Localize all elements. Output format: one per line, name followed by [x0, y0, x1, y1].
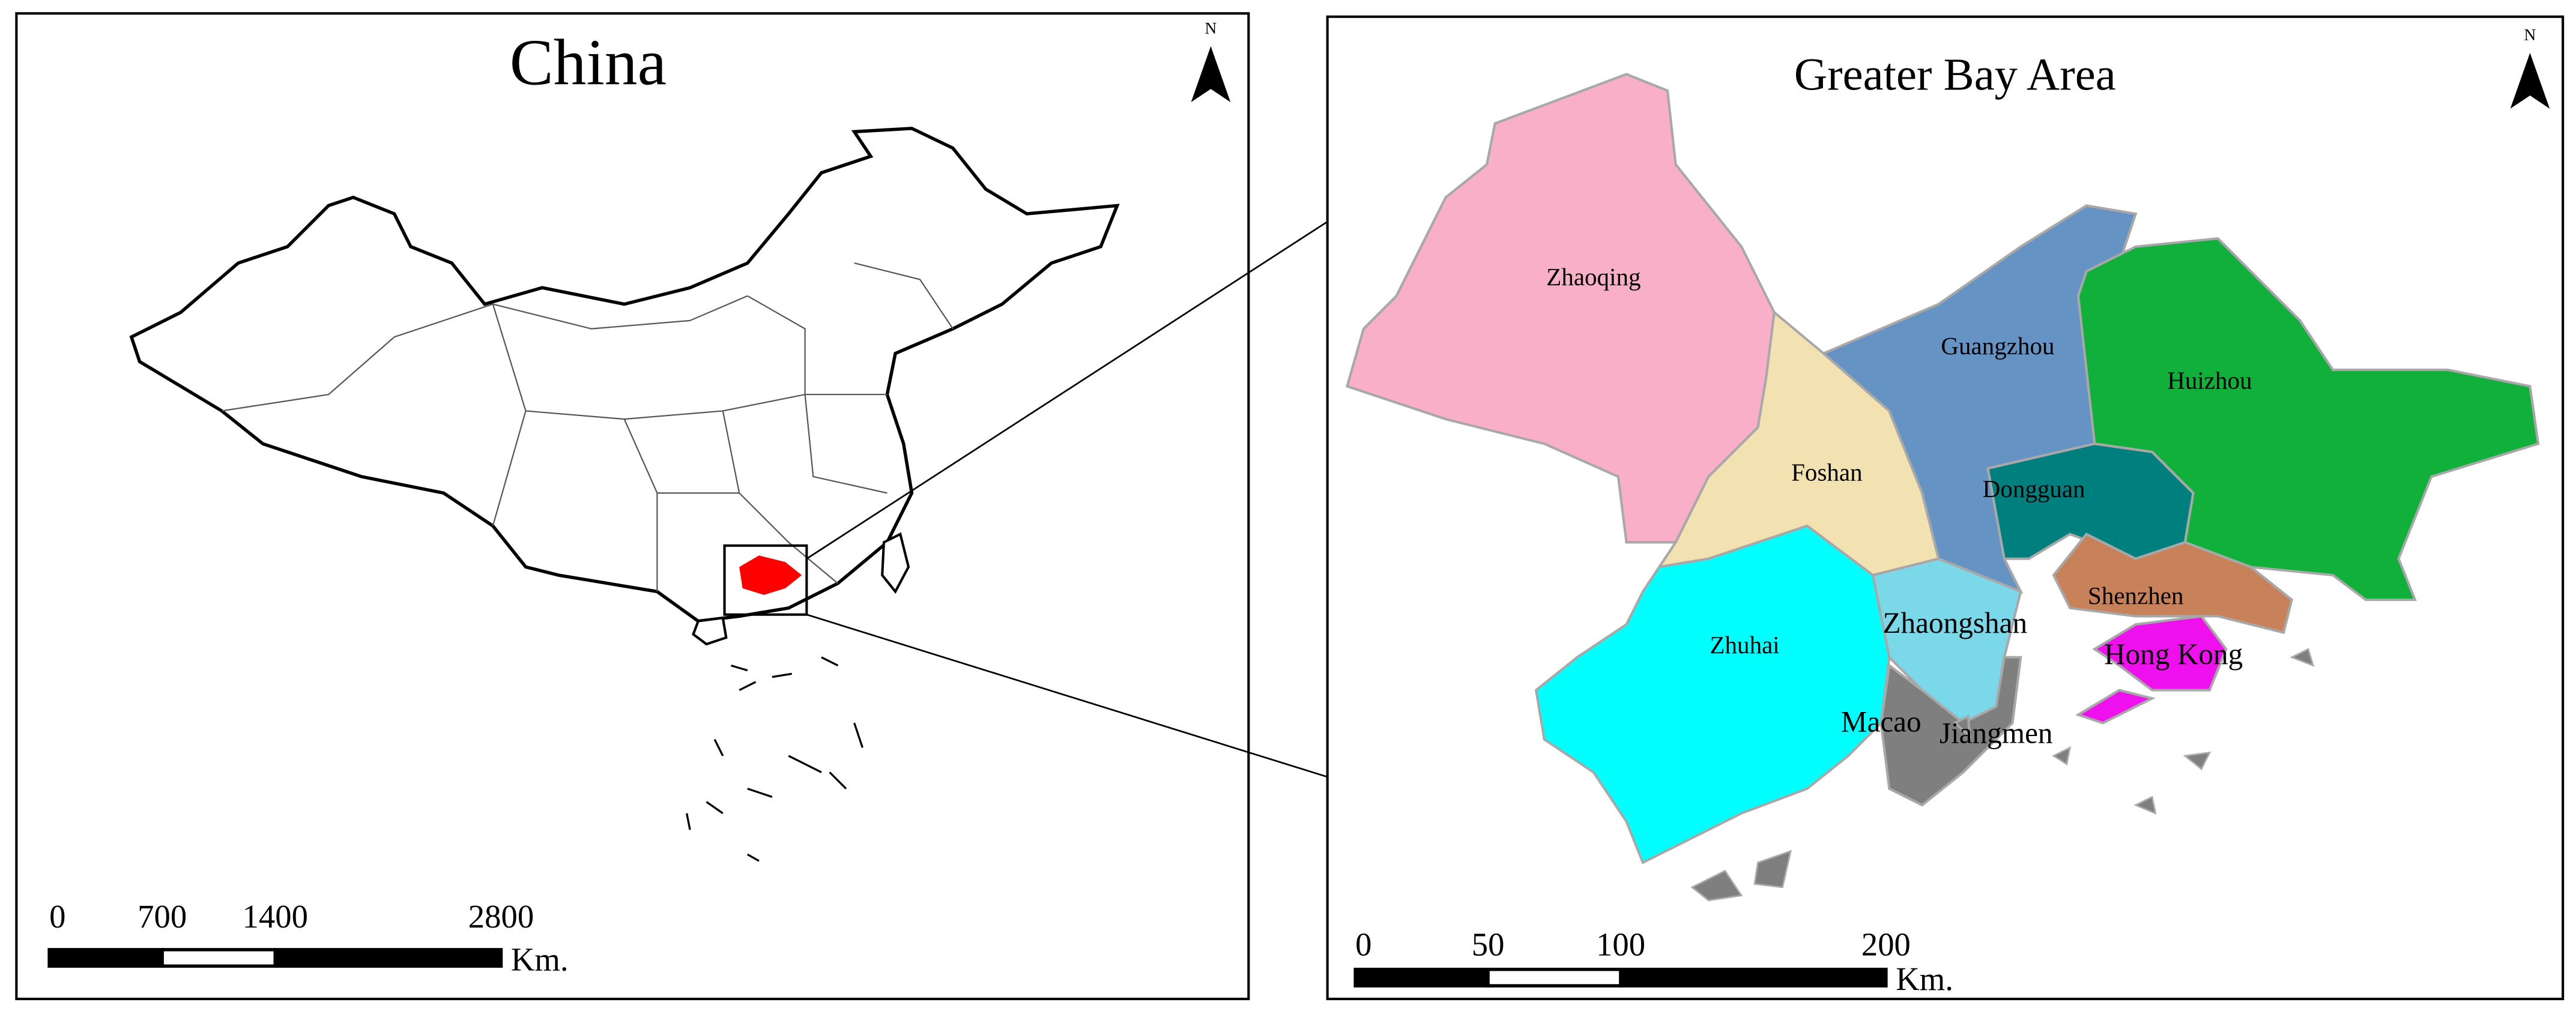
north-arrow: [1191, 46, 1231, 103]
region-label: Huizhou: [2167, 366, 2252, 394]
region-label: Hong Kong: [2104, 638, 2243, 671]
region-label: Zhuhai: [1710, 631, 1780, 659]
scale-segment: [160, 948, 277, 968]
bay-area-highlight: [739, 555, 802, 595]
region-label: Shenzhen: [2088, 582, 2183, 609]
north-arrow: [2510, 53, 2550, 109]
south-sea-islands: [686, 656, 863, 862]
scale-label: 2800: [468, 898, 534, 935]
scale-label: 1400: [243, 898, 308, 935]
scale-label: 0: [49, 898, 65, 935]
region: [1534, 524, 1891, 865]
region: [1953, 714, 1971, 740]
region: [1345, 73, 1776, 544]
region: [2075, 615, 2228, 725]
region-label: Zhaongshan: [1882, 606, 2027, 639]
islands: [1690, 648, 2315, 902]
scale-segment: [273, 948, 503, 968]
region-label: Guangzhou: [1941, 332, 2054, 360]
region: [2052, 533, 2293, 635]
inset-frame: [723, 544, 808, 616]
scale-label: 100: [1596, 926, 1645, 963]
province-borders: [222, 262, 954, 592]
region-label: Jiangmen: [1940, 716, 2053, 749]
scale-label: 0: [1355, 926, 1371, 963]
scale-segment: [1353, 967, 1490, 988]
region-label: Foshan: [1791, 459, 1863, 486]
region-label: Zhaoqing: [1546, 263, 1640, 291]
hainan: [692, 616, 728, 646]
bay-area-title: Greater Bay Area: [1794, 49, 2116, 100]
scale-label: 700: [138, 898, 187, 935]
scale-segment: [1619, 967, 1888, 988]
scale-segment: [1486, 967, 1622, 988]
scale-label: 200: [1861, 926, 1911, 963]
north-label: N: [2524, 26, 2536, 44]
north-label: N: [1205, 19, 1217, 37]
taiwan: [881, 532, 910, 594]
scale-unit: Km.: [1896, 961, 1953, 997]
scale-unit: Km.: [511, 941, 569, 977]
region-label: Dongguan: [1983, 475, 2085, 502]
regions: Zhaoqing Foshan Guangzhou Huizhou Dongguan Sh…: [1345, 73, 2540, 865]
region-label: Macao: [1841, 705, 1921, 738]
scale-segment: [47, 948, 164, 968]
china-title: China: [510, 25, 667, 98]
region: [1879, 656, 2022, 807]
scale-label: 50: [1472, 926, 1505, 963]
